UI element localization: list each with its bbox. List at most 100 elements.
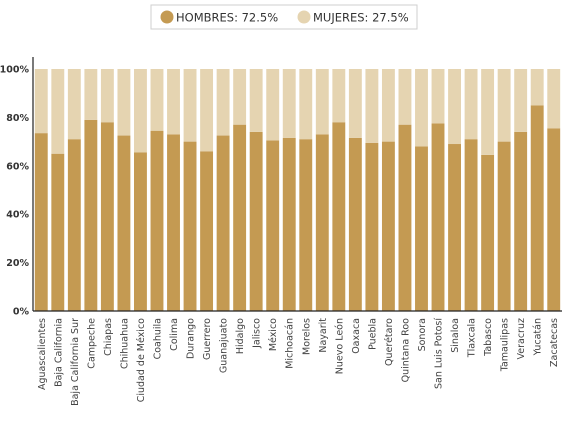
bars [34,69,561,312]
x-tick-label: Sonora [417,318,428,351]
x-tick-label: Coahuila [152,318,163,359]
x-tick-label: Baja California Sur [70,318,81,406]
bar-segment-mujeres [34,69,48,134]
bar-segment-hombres [84,119,98,311]
bar-segment-mujeres [84,69,98,120]
y-tick-label: 0% [13,307,30,318]
bar-segment-mujeres [51,69,65,154]
bar-segment-hombres [100,122,114,312]
x-tick-label: Chihuahua [119,318,130,369]
legend-box [150,4,418,30]
bar-segment-mujeres [464,69,478,140]
bar-segment-mujeres [67,69,81,140]
bar-segment-mujeres [299,69,313,140]
bar-segment-mujeres [266,69,280,141]
x-tick-label: Querétaro [384,318,395,366]
bar-segment-hombres [514,131,528,311]
x-tick-label: Colima [169,318,180,351]
bar-segment-hombres [34,133,48,311]
x-tick-label: Nuevo León [334,318,345,374]
x-tick-label: Oaxaca [351,318,362,354]
bar-segment-mujeres [415,69,428,147]
legend-swatch-hombres [160,10,174,24]
bar-segment-hombres [431,123,445,311]
x-tick-label: San Luis Potosí [434,318,445,389]
x-tick-label: Aguascalientes [37,318,48,390]
legend-swatch-mujeres [297,10,311,24]
bar-segment-hombres [117,135,131,311]
bar-segment-hombres [200,151,214,311]
bar-segment-mujeres [514,69,528,132]
bar-segment-mujeres [398,69,412,125]
bar-segment-mujeres [481,69,495,155]
y-tick-label: 60% [6,161,29,172]
x-tick-label: Puebla [367,318,378,350]
bar-segment-hombres [216,135,230,311]
bar-segment-hombres [282,137,296,311]
bar-segment-hombres [51,153,65,311]
bar-segment-hombres [249,131,263,311]
bar-segment-hombres [398,124,412,311]
chart-legend: HOMBRES: 72.5% MUJERES: 27.5% [150,4,418,30]
bar-segment-mujeres [315,69,329,135]
bar-segment-mujeres [381,69,395,142]
bar-segment-mujeres [249,69,263,132]
bar-segment-mujeres [365,69,379,143]
bar-segment-mujeres [100,69,114,123]
bar-segment-mujeres [233,69,247,125]
x-tick-label: Nayarit [318,318,329,353]
x-tick-label: Guanajuato [219,318,230,373]
bar-segment-mujeres [332,69,346,123]
bar-segment-hombres [348,137,362,311]
x-tick-label: Hidalgo [235,318,246,354]
bar-segment-hombres [183,141,197,311]
bar-segment-mujeres [348,69,362,138]
x-tick-label: Yucatán [533,318,544,356]
x-tick-label: Michoacán [285,318,296,369]
bar-segment-mujeres [282,69,296,138]
axes [32,57,562,312]
bar-segment-hombres [481,154,495,311]
bar-segment-mujeres [117,69,131,136]
x-axis-labels: Aguascalientes Baja California Baja Califo… [37,318,560,406]
bar-segment-hombres [530,105,544,311]
x-tick-label: México [268,318,279,351]
bar-segment-hombres [167,134,180,311]
bar-segment-hombres [547,128,561,311]
x-tick-label: Guerrero [202,318,213,360]
x-tick-label: Tamaulipas [500,318,511,372]
bar-segment-hombres [299,139,313,311]
bar-segment-hombres [365,142,379,311]
bar-segment-mujeres [200,69,214,152]
x-tick-label: Jalisco [252,318,263,349]
x-tick-label: Durango [186,318,197,359]
y-tick-label: 80% [6,113,29,124]
x-tick-label: Veracruz [516,318,527,359]
bar-segment-hombres [464,139,478,311]
bar-segment-mujeres [167,69,180,135]
bar-segment-hombres [448,144,461,311]
bar-segment-hombres [134,152,147,311]
bar-segment-mujeres [448,69,461,145]
bar-segment-mujeres [216,69,230,136]
bar-segment-hombres [315,134,329,311]
bar-segment-mujeres [530,69,544,106]
bar-segment-hombres [332,122,346,312]
bar-segment-hombres [497,141,511,311]
x-tick-label: Quintana Roo [400,318,411,383]
bar-segment-mujeres [497,69,511,142]
bar-segment-mujeres [547,69,561,129]
x-tick-label: Chiapas [103,318,114,356]
x-tick-label: Morelos [301,318,312,355]
y-axis-ticks: 0% 20% 40% 60% 80% 100% [0,65,29,318]
legend-label-mujeres: MUJERES: 27.5% [313,11,409,25]
y-tick-label: 40% [6,210,29,221]
bar-segment-mujeres [183,69,197,142]
bar-segment-hombres [67,139,81,311]
y-tick-label: 20% [6,258,29,269]
x-tick-label: Sinaloa [450,318,461,353]
x-tick-label: Baja California [53,318,64,387]
x-tick-label: Ciudad de México [136,318,147,402]
